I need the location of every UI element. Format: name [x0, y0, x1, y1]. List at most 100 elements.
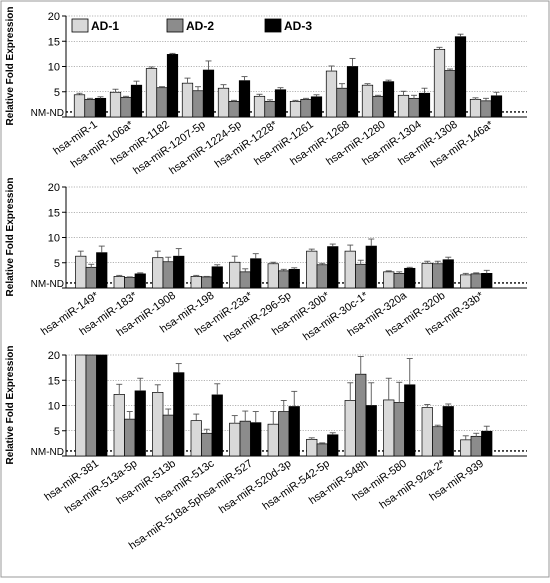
y-tick-label: 20	[48, 350, 60, 362]
bar-ad-3	[94, 97, 107, 118]
bar-ad-3	[454, 36, 467, 118]
bar-ad-2	[228, 100, 240, 118]
bar-ad-1	[397, 94, 410, 118]
legend-swatch-ad3	[264, 18, 282, 33]
bar-ad-2	[239, 271, 251, 289]
bar-ad-2	[192, 90, 204, 118]
bar-ad-2	[316, 264, 328, 289]
y-tick-label: 15	[48, 375, 60, 387]
bar-ad-2	[372, 95, 384, 118]
bar-ad-3	[96, 252, 108, 289]
bar-ad-1	[344, 250, 356, 289]
bar-ad-2	[264, 100, 276, 118]
legend-swatch-ad1	[71, 18, 89, 33]
bar-ad-1	[152, 257, 164, 289]
bar-ad-1	[73, 94, 86, 118]
bar-ad-1	[361, 84, 374, 118]
bar-ad-3	[490, 95, 503, 118]
bar-ad-3	[250, 422, 262, 457]
bar-ad-2	[239, 420, 251, 457]
bar-ad-3	[134, 390, 146, 457]
bar-ad-3	[288, 268, 300, 289]
bar-ad-1	[75, 354, 87, 457]
y-axis-title: Relative Fold Expression	[5, 178, 16, 297]
y-tick-label: 10	[48, 62, 60, 74]
bar-ad-1	[433, 48, 446, 118]
bar-ad-3	[442, 406, 454, 457]
bar-ad-2	[278, 411, 290, 457]
bar-ad-1	[383, 271, 395, 289]
bar-ad-3	[134, 273, 146, 289]
bar-ad-1	[469, 98, 482, 118]
bar-ad-1	[145, 68, 158, 118]
bar-ad-2	[85, 354, 97, 457]
bar-ad-3	[274, 89, 287, 118]
bar-ad-3	[418, 92, 431, 118]
bar-ad-1	[460, 439, 472, 457]
bar-ad-1	[325, 70, 338, 118]
y-tick-label: 5	[54, 426, 60, 438]
bar-ad-3	[310, 96, 323, 118]
bar-ad-1	[289, 100, 302, 118]
y-tick-label: 5	[54, 258, 60, 270]
bar-ad-1	[421, 407, 433, 457]
bar-ad-2	[470, 273, 482, 289]
y-axis-title: Relative Fold Expression	[5, 346, 16, 465]
bar-ad-2	[162, 414, 174, 457]
bar-ad-2	[408, 97, 420, 118]
nm-nd-label: NM-ND	[31, 108, 64, 119]
nm-nd-label: NM-ND	[31, 447, 64, 458]
bar-ad-1	[190, 276, 202, 289]
bar-ad-2	[355, 373, 367, 457]
bar-ad-1	[217, 87, 230, 118]
y-tick-label: 15	[48, 36, 60, 48]
bar-ad-2	[432, 263, 444, 289]
bar-ad-3	[481, 273, 493, 289]
bar-ad-3	[346, 66, 359, 118]
bar-ad-1	[421, 262, 433, 289]
bar-ad-3	[365, 405, 377, 457]
bar-ad-1	[460, 274, 472, 289]
y-axis-title: Relative Fold Expression	[5, 7, 16, 126]
y-tick-label: 5	[54, 87, 60, 99]
bar-ad-3	[442, 259, 454, 289]
bar-ad-2	[432, 426, 444, 457]
bar-ad-1	[344, 400, 356, 457]
y-tick-label: 20	[48, 11, 60, 23]
bar-ad-1	[306, 438, 318, 457]
bar-ad-2	[444, 70, 456, 118]
bar-ad-3	[481, 430, 493, 457]
bar-ad-3	[211, 394, 223, 457]
bar-ad-2	[300, 98, 312, 118]
bar-ad-1	[190, 420, 202, 457]
y-tick-label: 10	[48, 401, 60, 413]
bar-ad-2	[162, 261, 174, 289]
bar-ad-2	[201, 276, 213, 289]
bar-ad-3	[202, 69, 215, 118]
y-tick-label: 20	[48, 182, 60, 194]
bar-ad-2	[480, 100, 492, 118]
nm-nd-label: NM-ND	[31, 279, 64, 290]
bar-ad-2	[316, 443, 328, 457]
bar-ad-1	[229, 261, 241, 289]
bar-ad-3	[173, 372, 185, 457]
y-tick-label: 10	[48, 233, 60, 245]
bar-ad-3	[173, 255, 185, 289]
bar-ad-1	[229, 422, 241, 457]
bar-ad-1	[113, 276, 125, 289]
bar-ad-1	[267, 423, 279, 457]
bar-ad-2	[84, 98, 96, 118]
bar-ad-3	[288, 406, 300, 457]
bar-ad-3	[404, 384, 416, 457]
bar-ad-2	[393, 273, 405, 289]
bar-ad-2	[355, 263, 367, 289]
bar-ad-3	[404, 267, 416, 289]
bar-ad-2	[124, 277, 136, 289]
legend-swatch-ad2	[166, 18, 184, 33]
legend-label-ad3: AD-3	[284, 19, 312, 33]
bar-ad-1	[109, 91, 122, 118]
bar-ad-1	[181, 82, 194, 118]
bar-ad-2	[85, 266, 97, 289]
